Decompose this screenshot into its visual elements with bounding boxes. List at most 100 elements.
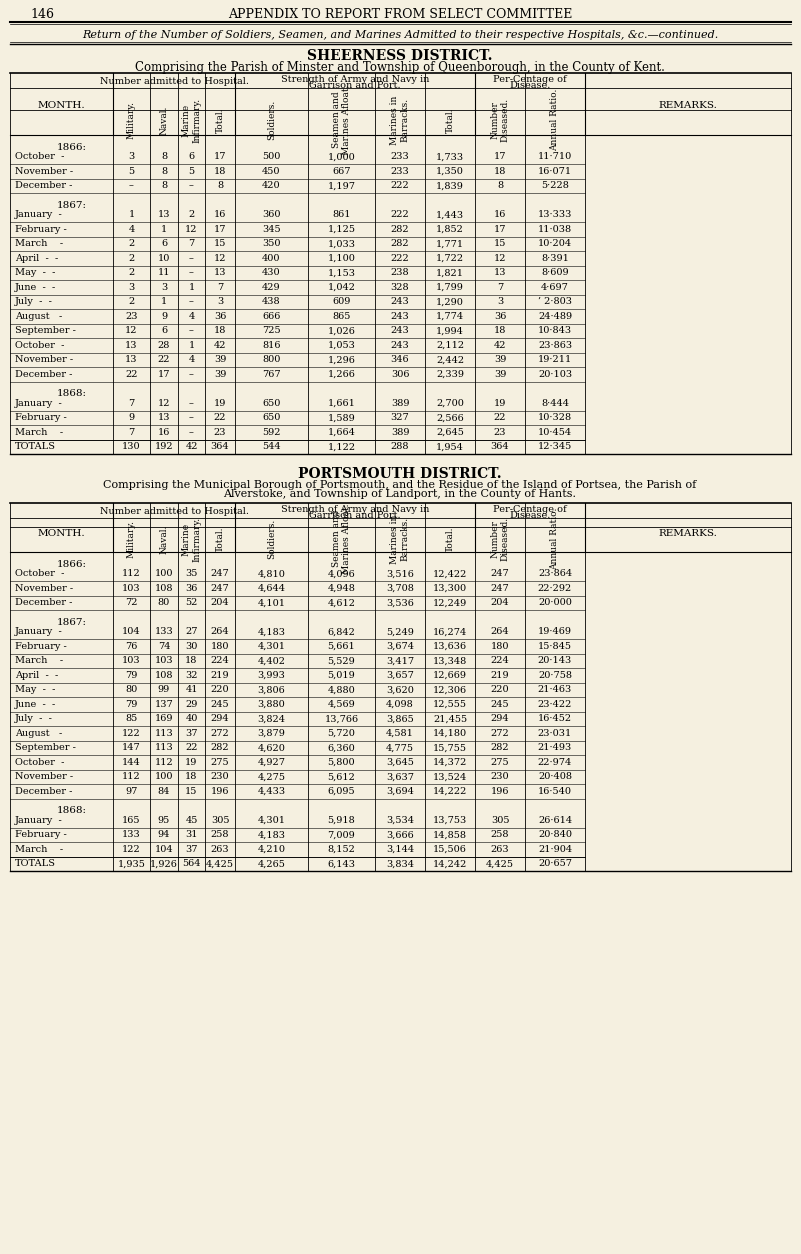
Text: Total.: Total. xyxy=(215,527,224,552)
Text: 544: 544 xyxy=(262,443,281,451)
Text: 1,266: 1,266 xyxy=(328,370,356,379)
Text: 22: 22 xyxy=(214,414,226,423)
Text: 22·292: 22·292 xyxy=(538,584,572,593)
Text: March    -: March - xyxy=(15,428,63,436)
Text: 224: 224 xyxy=(211,656,229,666)
Text: 3,824: 3,824 xyxy=(257,715,285,724)
Text: Military.: Military. xyxy=(127,520,136,558)
Text: 1,771: 1,771 xyxy=(436,240,464,248)
Text: 39: 39 xyxy=(493,370,506,379)
Text: 1,839: 1,839 xyxy=(436,182,464,191)
Text: 180: 180 xyxy=(211,642,229,651)
Text: 1,799: 1,799 xyxy=(436,282,464,292)
Text: 258: 258 xyxy=(211,830,229,839)
Text: Annual Ratio.: Annual Ratio. xyxy=(550,508,560,571)
Text: 1,935: 1,935 xyxy=(118,859,146,868)
Text: 24·489: 24·489 xyxy=(538,312,572,321)
Text: 15,755: 15,755 xyxy=(433,744,467,752)
Text: 13,636: 13,636 xyxy=(433,642,467,651)
Text: 5,918: 5,918 xyxy=(328,816,356,825)
Text: 2,645: 2,645 xyxy=(436,428,464,436)
Text: 137: 137 xyxy=(155,700,173,709)
Text: Comprising the Parish of Minster and Township of Queenborough, in the County of : Comprising the Parish of Minster and Tow… xyxy=(135,61,665,74)
Text: June  -  -: June - - xyxy=(15,700,56,709)
Text: 6: 6 xyxy=(161,240,167,248)
Text: 10: 10 xyxy=(158,253,170,263)
Text: 196: 196 xyxy=(211,786,229,796)
Text: –: – xyxy=(129,182,134,191)
Text: 258: 258 xyxy=(491,830,509,839)
Text: 113: 113 xyxy=(155,729,173,737)
Text: 2: 2 xyxy=(128,253,135,263)
Text: Number admitted to Hospital.: Number admitted to Hospital. xyxy=(99,507,248,515)
Text: 13,300: 13,300 xyxy=(433,584,467,593)
Text: 1,722: 1,722 xyxy=(436,253,464,263)
Text: 112: 112 xyxy=(122,772,141,781)
Text: 10·204: 10·204 xyxy=(538,240,572,248)
Text: 15·845: 15·845 xyxy=(538,642,572,651)
Text: 4,096: 4,096 xyxy=(328,569,356,578)
Text: 564: 564 xyxy=(183,859,201,868)
Text: 389: 389 xyxy=(391,428,409,436)
Text: 12,249: 12,249 xyxy=(433,598,467,607)
Text: 18: 18 xyxy=(493,167,506,176)
Text: 113: 113 xyxy=(155,744,173,752)
Text: 800: 800 xyxy=(262,355,280,364)
Text: 650: 650 xyxy=(262,399,280,408)
Text: 219: 219 xyxy=(491,671,509,680)
Text: 15: 15 xyxy=(214,240,226,248)
Text: 133: 133 xyxy=(155,627,173,636)
Text: 275: 275 xyxy=(491,757,509,766)
Text: 4,265: 4,265 xyxy=(258,859,285,868)
Text: 104: 104 xyxy=(123,627,141,636)
Text: TOTALS: TOTALS xyxy=(15,443,56,451)
Text: 26·614: 26·614 xyxy=(538,816,572,825)
Text: 3,879: 3,879 xyxy=(258,729,285,737)
Text: 8·391: 8·391 xyxy=(541,253,569,263)
Text: 2,700: 2,700 xyxy=(436,399,464,408)
Text: 667: 667 xyxy=(332,167,351,176)
Text: Number
Diseased.: Number Diseased. xyxy=(490,98,509,142)
Text: 180: 180 xyxy=(491,642,509,651)
Text: 389: 389 xyxy=(391,399,409,408)
Text: 500: 500 xyxy=(262,152,280,162)
Text: 1,125: 1,125 xyxy=(328,224,356,233)
Text: Total.: Total. xyxy=(445,108,454,133)
Text: 327: 327 xyxy=(391,414,409,423)
Text: 4,644: 4,644 xyxy=(257,584,285,593)
Text: 52: 52 xyxy=(185,598,198,607)
Text: December -: December - xyxy=(15,598,72,607)
Text: November -: November - xyxy=(15,355,73,364)
Text: 22: 22 xyxy=(158,355,171,364)
Text: 1868:: 1868: xyxy=(57,389,87,399)
Text: 11·038: 11·038 xyxy=(538,224,572,233)
Text: 4,210: 4,210 xyxy=(257,845,285,854)
Text: 16·452: 16·452 xyxy=(538,715,572,724)
Text: 247: 247 xyxy=(491,569,509,578)
Text: –: – xyxy=(189,326,194,335)
Text: 3,534: 3,534 xyxy=(386,816,414,825)
Text: September -: September - xyxy=(15,326,76,335)
Text: 12: 12 xyxy=(214,253,226,263)
Text: Marine
Infirmary.: Marine Infirmary. xyxy=(182,98,201,143)
Text: 12,669: 12,669 xyxy=(433,671,467,680)
Text: 16·071: 16·071 xyxy=(538,167,572,176)
Text: 360: 360 xyxy=(262,211,280,219)
Text: 11·710: 11·710 xyxy=(538,152,572,162)
Text: 1,733: 1,733 xyxy=(436,152,464,162)
Text: 6: 6 xyxy=(161,326,167,335)
Text: 3,806: 3,806 xyxy=(258,685,285,695)
Text: 18: 18 xyxy=(185,656,198,666)
Text: 108: 108 xyxy=(155,584,173,593)
Text: 7,009: 7,009 xyxy=(328,830,356,839)
Text: 4,581: 4,581 xyxy=(386,729,414,737)
Text: 288: 288 xyxy=(391,443,409,451)
Text: 1,443: 1,443 xyxy=(436,211,464,219)
Text: –: – xyxy=(189,370,194,379)
Text: 4: 4 xyxy=(188,355,195,364)
Text: Garrison and Port.: Garrison and Port. xyxy=(309,80,400,89)
Text: 104: 104 xyxy=(155,845,173,854)
Text: 4,402: 4,402 xyxy=(257,656,285,666)
Text: 21,455: 21,455 xyxy=(433,715,467,724)
Text: 294: 294 xyxy=(491,715,509,724)
